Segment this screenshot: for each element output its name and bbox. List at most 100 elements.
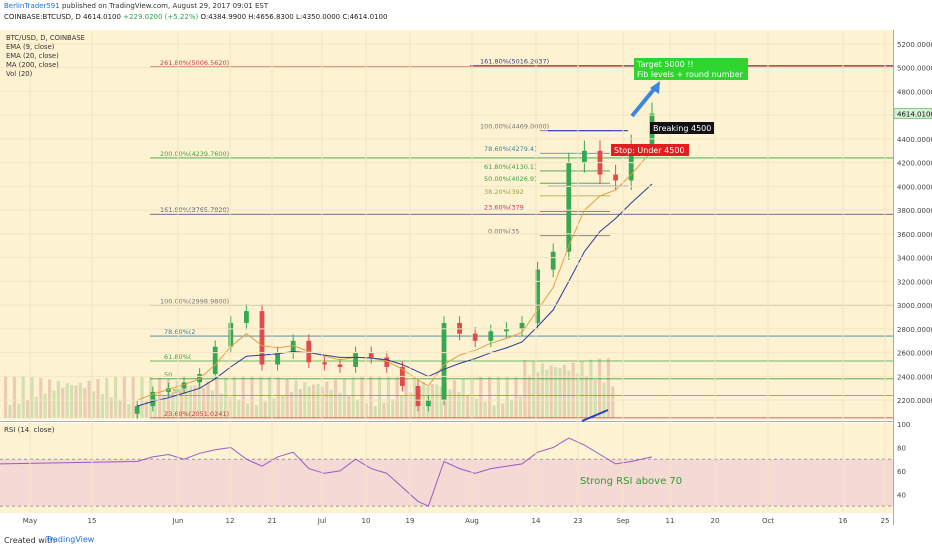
- time-tick-label: 21: [268, 517, 277, 525]
- volume-bar: [202, 387, 206, 418]
- price-tick-label: 4000.0000: [897, 183, 932, 191]
- candle-body: [566, 162, 572, 252]
- price-tick-label: 2200.0000: [897, 397, 932, 405]
- volume-bar: [483, 401, 487, 418]
- volume-bar: [140, 376, 144, 418]
- volume-bar: [373, 405, 377, 418]
- publish-info: published on TradingView.com, August 29,…: [61, 2, 269, 10]
- volume-bar: [74, 385, 78, 418]
- volume-bar: [276, 377, 280, 418]
- time-axis-background: [0, 513, 893, 525]
- volume-bar: [43, 393, 47, 418]
- volume-bar: [518, 396, 522, 418]
- volume-bar: [501, 403, 505, 418]
- volume-bar: [562, 364, 566, 418]
- candle-body: [550, 251, 556, 270]
- rsi-band: [0, 459, 893, 507]
- candle-body: [134, 406, 140, 414]
- volume-bar: [496, 376, 500, 418]
- target-arrow: [630, 86, 657, 118]
- volume-bar: [461, 378, 465, 418]
- volume-bar: [131, 376, 135, 418]
- author-link[interactable]: BerlinTrader591: [4, 2, 60, 10]
- volume-bar: [386, 376, 390, 418]
- price-change: +229.0200 (+5.22%): [123, 13, 199, 21]
- target-annotation-box[interactable]: [634, 58, 748, 80]
- volume-bar: [598, 358, 602, 418]
- tradingview-logo[interactable]: TradingView: [46, 535, 95, 544]
- candle-body: [228, 322, 234, 347]
- annotation-layer: Target 5000 !!Fib levels + round number B…: [580, 58, 748, 487]
- candle-body: [290, 340, 296, 353]
- legend-entry: MA (200, close): [6, 61, 59, 69]
- fib-level-label: 0.00%(35: [488, 228, 519, 236]
- fib-level-label: 78.60%(2: [164, 328, 195, 336]
- volume-bar: [215, 379, 219, 418]
- volume-trend-line: [581, 409, 609, 422]
- volume-bar: [505, 376, 509, 418]
- volume-bar: [188, 385, 192, 418]
- candle-body: [259, 311, 265, 365]
- volume-bar: [593, 379, 597, 418]
- candle-body: [504, 328, 509, 332]
- price-tick-label: 4800.0000: [897, 88, 932, 96]
- target-arrow-head: [650, 81, 660, 94]
- time-tick-label: Oct: [762, 517, 774, 525]
- volume-bar: [294, 380, 298, 418]
- volume-bar: [307, 386, 311, 418]
- stop-annotation-box[interactable]: [611, 144, 689, 156]
- time-tick-label: 20: [711, 517, 720, 525]
- candle-body: [166, 388, 171, 392]
- fib-level-label: 23.60%(379: [484, 203, 524, 211]
- rsi-annotation-text: Strong RSI above 70: [580, 476, 682, 487]
- breaking-annotation-box[interactable]: [650, 122, 714, 134]
- volume-bar: [584, 376, 588, 418]
- volume-bar: [285, 378, 289, 418]
- volume-bar: [589, 359, 593, 418]
- fib-level-label: 50.00%(4026.9): [484, 175, 537, 183]
- rsi-line: [0, 437, 653, 507]
- volume-bar: [52, 390, 56, 418]
- time-tick-label: 12: [226, 517, 235, 525]
- symbol-price: COINBASE:BTCUSD, D 4614.0100: [4, 13, 124, 21]
- volume-bar: [12, 376, 16, 418]
- volume-bar: [549, 365, 553, 418]
- volume-bar: [430, 383, 434, 418]
- fib-level-label: 161.80%(5016.2637): [480, 58, 549, 66]
- candle-body: [212, 346, 218, 375]
- last-price-label: 4614.0100: [897, 110, 932, 118]
- stop-annotation-text: Stop: Under 4500: [614, 146, 685, 155]
- candle-body: [535, 269, 540, 323]
- candle-body: [441, 322, 447, 401]
- volume-bar: [606, 358, 610, 418]
- time-tick-label: Aug: [465, 517, 479, 525]
- time-tick-label: Jul: [317, 517, 327, 525]
- candle-body: [322, 362, 327, 365]
- volume-bar: [281, 395, 285, 418]
- volume-bar: [144, 400, 148, 418]
- volume-bar: [92, 391, 96, 418]
- volume-bar: [8, 404, 12, 418]
- volume-bar: [439, 386, 443, 418]
- volume-bar: [250, 376, 254, 418]
- price-chart[interactable]: 261.80%(5006.5620) 161.80%(5016.2637)100.…: [0, 28, 932, 532]
- legend-entry: BTC/USD, D, COINBASE: [6, 34, 85, 42]
- volume-bar: [224, 378, 228, 418]
- legend-entry: Vol (20): [6, 70, 33, 78]
- volume-bar: [109, 397, 113, 418]
- volume-bar: [514, 377, 518, 418]
- price-tick-label: 3400.0000: [897, 255, 932, 263]
- volume-bar: [338, 392, 342, 418]
- volume-bar: [175, 380, 179, 418]
- volume-bar: [268, 376, 272, 418]
- volume-bar: [100, 394, 104, 418]
- chart-header: BerlinTrader591 published on TradingView…: [0, 0, 932, 30]
- fib-level-label: 100.00%(2998.9800): [160, 297, 229, 305]
- volume-bar: [105, 377, 109, 418]
- rsi-tick-label: 40: [897, 491, 906, 499]
- volume-bar: [56, 381, 60, 418]
- volume-bar: [611, 386, 615, 418]
- volume-bar: [523, 360, 527, 418]
- volume-bar: [580, 361, 584, 418]
- candle-body: [368, 352, 374, 358]
